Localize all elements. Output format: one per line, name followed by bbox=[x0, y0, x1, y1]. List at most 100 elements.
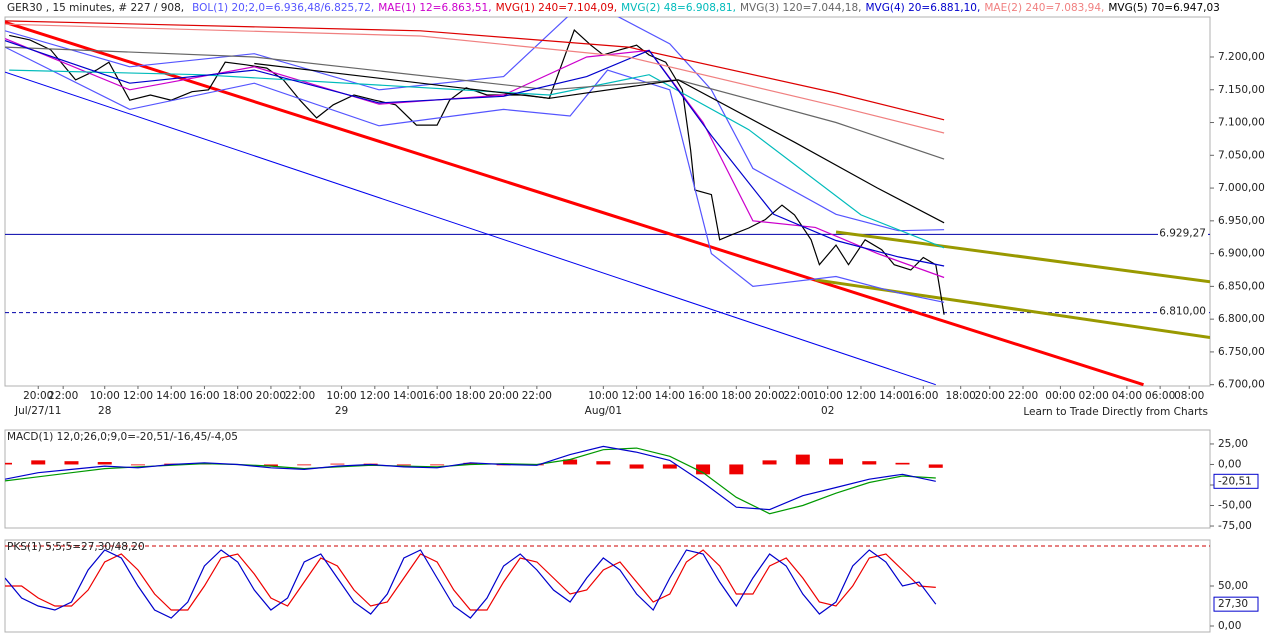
y-tick-label: 7.100,00 bbox=[1218, 117, 1265, 129]
value-label: -20,51 bbox=[1218, 475, 1252, 487]
histogram-bar bbox=[762, 460, 777, 465]
series-line bbox=[9, 69, 945, 249]
y-tick-label: 25,00 bbox=[1218, 438, 1248, 450]
histogram-bar bbox=[895, 462, 910, 465]
series-line bbox=[5, 40, 945, 267]
histogram-bar bbox=[430, 464, 445, 466]
x-tick-label: 10:00 bbox=[90, 390, 120, 402]
histogram-bar bbox=[829, 458, 844, 465]
histogram-bar bbox=[629, 464, 644, 469]
series-lower-band bbox=[5, 46, 945, 303]
histogram-bar bbox=[596, 461, 611, 465]
y-tick-label: 7.050,00 bbox=[1218, 149, 1265, 161]
y-tick-label: 0,00 bbox=[1218, 458, 1241, 470]
x-tick-label: 08:00 bbox=[1174, 390, 1204, 402]
x-tick-label: 18:00 bbox=[223, 390, 253, 402]
date-label: 29 bbox=[335, 405, 348, 417]
trend-line bbox=[5, 71, 936, 386]
x-tick-label: 22:00 bbox=[48, 390, 78, 402]
value-label: 27,30 bbox=[1218, 598, 1248, 610]
histogram-bar bbox=[662, 464, 677, 469]
x-tick-label: 16:00 bbox=[688, 390, 718, 402]
x-tick-label: 12:00 bbox=[123, 390, 153, 402]
x-tick-label: 16:00 bbox=[422, 390, 452, 402]
x-tick-label: 16:00 bbox=[908, 390, 938, 402]
panel-title: MACD(1) 12,0;26,0;9,0=-20,51/-16,45/-4,0… bbox=[7, 431, 238, 443]
legend-entry: MVG(1) 240=7.104,09, bbox=[496, 2, 618, 14]
y-tick-label: 6.950,00 bbox=[1218, 215, 1265, 227]
plot-area bbox=[5, 545, 1210, 619]
histogram-bar bbox=[563, 459, 578, 465]
legend-entry: MAE(2) 240=7.083,94, bbox=[984, 2, 1104, 14]
histogram-bar bbox=[729, 464, 744, 475]
x-tick-label: 12:00 bbox=[360, 390, 390, 402]
x-tick-label: 18:00 bbox=[721, 390, 751, 402]
legend-entry: BOL(1) 20;2,0=6.936,48/6.825,72, bbox=[192, 2, 374, 14]
x-tick-label: 04:00 bbox=[1112, 390, 1142, 402]
y-tick-label: 6.800,00 bbox=[1218, 313, 1265, 325]
x-tick-label: 06:00 bbox=[1145, 390, 1175, 402]
line-label: 6.810,00 bbox=[1159, 306, 1206, 318]
legend-entry: MVG(2) 48=6.908,81, bbox=[621, 2, 736, 14]
x-tick-label: 22:00 bbox=[522, 390, 552, 402]
series-line bbox=[5, 20, 945, 121]
series-line bbox=[5, 23, 945, 134]
line-label-box bbox=[1158, 305, 1208, 319]
x-tick-label: 20:00 bbox=[256, 390, 286, 402]
line-label: 6.929,27 bbox=[1159, 227, 1206, 239]
y-tick-label: 50,00 bbox=[1218, 580, 1248, 592]
histogram-bar bbox=[31, 460, 46, 465]
x-tick-label: 10:00 bbox=[588, 390, 618, 402]
histogram-bar bbox=[97, 462, 112, 465]
x-tick-label: 22:00 bbox=[285, 390, 315, 402]
histogram-bar bbox=[263, 464, 278, 467]
x-tick-label: 14:00 bbox=[393, 390, 423, 402]
pks-panel bbox=[4, 539, 1211, 633]
histogram-bar bbox=[928, 464, 943, 468]
legend-entry: MVG(4) 20=6.881,10, bbox=[865, 2, 980, 14]
series-line bbox=[5, 17, 945, 232]
x-tick-label: 16:00 bbox=[189, 390, 219, 402]
line-label-box bbox=[1158, 227, 1208, 241]
x-tick-label: 14:00 bbox=[879, 390, 909, 402]
panel-title: GER30 , 15 minutes, # 227 / 908, bbox=[7, 2, 184, 14]
y-tick-label: 0,00 bbox=[1218, 620, 1241, 632]
price-panel bbox=[4, 16, 1211, 387]
x-tick-label: 12:00 bbox=[846, 390, 876, 402]
date-label: 02 bbox=[821, 405, 834, 417]
histogram-bar bbox=[463, 462, 478, 465]
macd-panel bbox=[4, 429, 1211, 529]
x-tick-label: 10:00 bbox=[326, 390, 356, 402]
series-line bbox=[5, 445, 936, 511]
x-tick-label: 20:00 bbox=[23, 390, 53, 402]
histogram-bar bbox=[795, 454, 810, 465]
date-label: 28 bbox=[98, 405, 111, 417]
x-tick-label: 14:00 bbox=[655, 390, 685, 402]
x-tick-label: 20:00 bbox=[754, 390, 784, 402]
histogram-bar bbox=[396, 464, 411, 466]
histogram-bar bbox=[696, 464, 711, 475]
legend-entry: MVG(5) 70=6.947,03 bbox=[1108, 2, 1220, 14]
y-tick-label: 6.900,00 bbox=[1218, 248, 1265, 260]
x-tick-label: 20:00 bbox=[488, 390, 518, 402]
x-tick-label: 22:00 bbox=[1008, 390, 1038, 402]
legend: BOL(1) 20;2,0=6.936,48/6.825,72, MAE(1) 1… bbox=[192, 2, 1220, 14]
legend-entry: MAE(1) 12=6.863,51, bbox=[378, 2, 491, 14]
histogram-bar bbox=[5, 462, 12, 465]
y-tick-label: 6.750,00 bbox=[1218, 346, 1265, 358]
series-line bbox=[5, 38, 945, 279]
date-label: Jul/27/11 bbox=[14, 405, 61, 417]
x-tick-label: 00:00 bbox=[1045, 390, 1075, 402]
trend-line bbox=[835, 230, 1210, 284]
histogram-bar bbox=[862, 461, 877, 465]
y-tick-label: 6.700,00 bbox=[1218, 379, 1265, 391]
x-tick-label: 10:00 bbox=[813, 390, 843, 402]
x-tick-label: 20:00 bbox=[975, 390, 1005, 402]
y-tick-label: -75,00 bbox=[1218, 520, 1252, 532]
footer-link[interactable]: Learn to Trade Directly from Charts bbox=[1023, 406, 1208, 418]
y-tick-label: 7.200,00 bbox=[1218, 51, 1265, 63]
series-line bbox=[5, 549, 936, 611]
y-tick-label: 7.000,00 bbox=[1218, 182, 1265, 194]
trend-line bbox=[5, 20, 1144, 386]
